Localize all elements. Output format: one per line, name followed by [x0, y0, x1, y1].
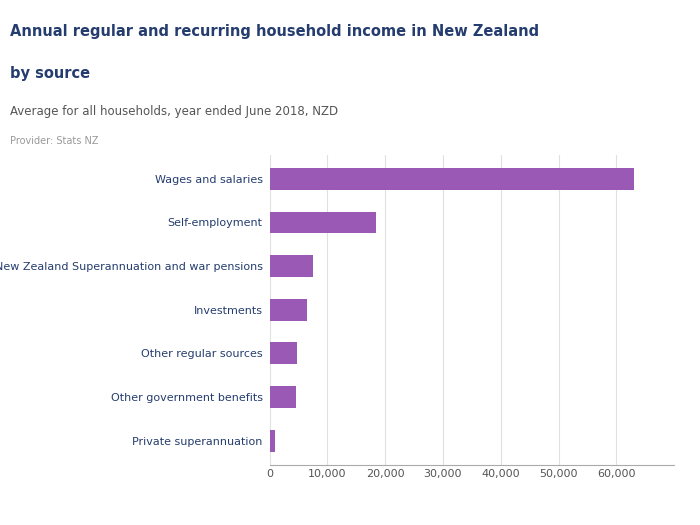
- Text: Annual regular and recurring household income in New Zealand: Annual regular and recurring household i…: [10, 24, 540, 39]
- Bar: [270, 342, 298, 364]
- Bar: [270, 386, 295, 408]
- Bar: [270, 212, 377, 234]
- Text: figure.nz: figure.nz: [582, 23, 664, 38]
- Bar: [270, 168, 634, 190]
- Bar: [270, 430, 275, 452]
- Text: by source: by source: [10, 66, 90, 81]
- Text: Provider: Stats NZ: Provider: Stats NZ: [10, 136, 99, 146]
- Bar: [270, 255, 313, 277]
- Text: Average for all households, year ended June 2018, NZD: Average for all households, year ended J…: [10, 105, 339, 118]
- Bar: [270, 299, 307, 321]
